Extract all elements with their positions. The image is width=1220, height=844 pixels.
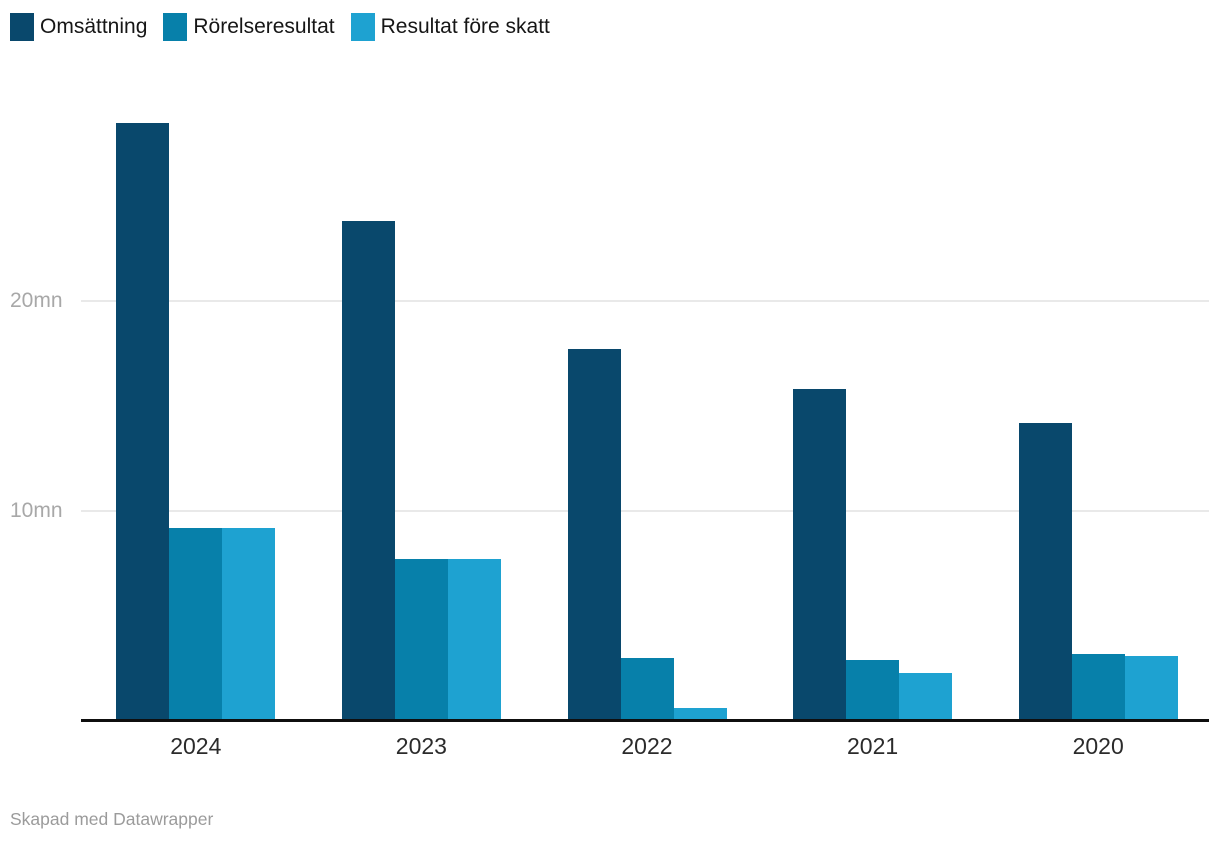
- x-axis-baseline: [81, 719, 1209, 722]
- bar-2020-series-0: [1018, 422, 1072, 721]
- bar-2022-series-0: [567, 349, 621, 721]
- bar-2022-series-1: [620, 658, 674, 721]
- x-axis-category-label: 2020: [1072, 733, 1124, 759]
- bar-2020-series-2: [1124, 655, 1178, 721]
- legend-item-1: Rörelseresultat: [163, 13, 335, 41]
- y-axis-tick-label: 10mn: [10, 499, 63, 522]
- legend-color-swatch: [163, 13, 188, 41]
- legend-label: Rörelseresultat: [193, 15, 335, 38]
- bar-2024-series-1: [169, 527, 223, 721]
- bar-2024-series-2: [222, 527, 276, 721]
- legend-label: Resultat före skatt: [380, 15, 550, 38]
- x-axis-category-label: 2023: [395, 733, 447, 759]
- y-axis-tick-label: 20mn: [10, 289, 63, 312]
- legend-color-swatch: [350, 13, 375, 41]
- bar-2021-series-2: [899, 672, 953, 721]
- datawrapper-credit-link[interactable]: Skapad med Datawrapper: [10, 809, 214, 829]
- x-axis-category-label: 2021: [847, 733, 899, 759]
- bar-2020-series-1: [1071, 653, 1125, 721]
- y-gridline: [81, 300, 1209, 302]
- bar-2021-series-0: [793, 389, 847, 721]
- legend-label: Omsättning: [40, 15, 148, 38]
- bar-2023-series-2: [447, 559, 501, 721]
- bar-2024-series-0: [116, 122, 170, 721]
- legend-color-swatch: [10, 13, 34, 41]
- y-gridline: [81, 510, 1209, 512]
- chart-legend: Omsättning Rörelseresultat Resultat före s…: [10, 13, 550, 41]
- x-axis-category-label: 2022: [621, 733, 673, 759]
- bar-2023-series-1: [394, 559, 448, 721]
- legend-item-2: Resultat före skatt: [350, 13, 550, 41]
- bar-2022-series-2: [673, 708, 727, 721]
- x-axis-category-label: 2024: [170, 733, 222, 759]
- chart-footer: Skapad med Datawrapper: [10, 809, 213, 830]
- legend-item-0: Omsättning: [10, 13, 147, 41]
- bar-2023-series-0: [341, 221, 395, 721]
- bar-2021-series-1: [846, 660, 900, 721]
